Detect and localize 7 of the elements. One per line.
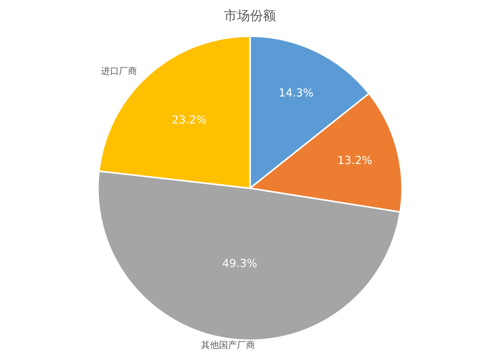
data-label: 13.2% [337,154,372,168]
slice-label: 进口厂商 [101,66,137,77]
data-label: 14.3% [278,86,314,100]
data-label: 23.2% [172,114,207,127]
chart-title: 市场份额 [224,8,276,24]
slice-label: 其他国产厂商 [201,340,255,351]
data-label: 49.3% [222,257,258,270]
